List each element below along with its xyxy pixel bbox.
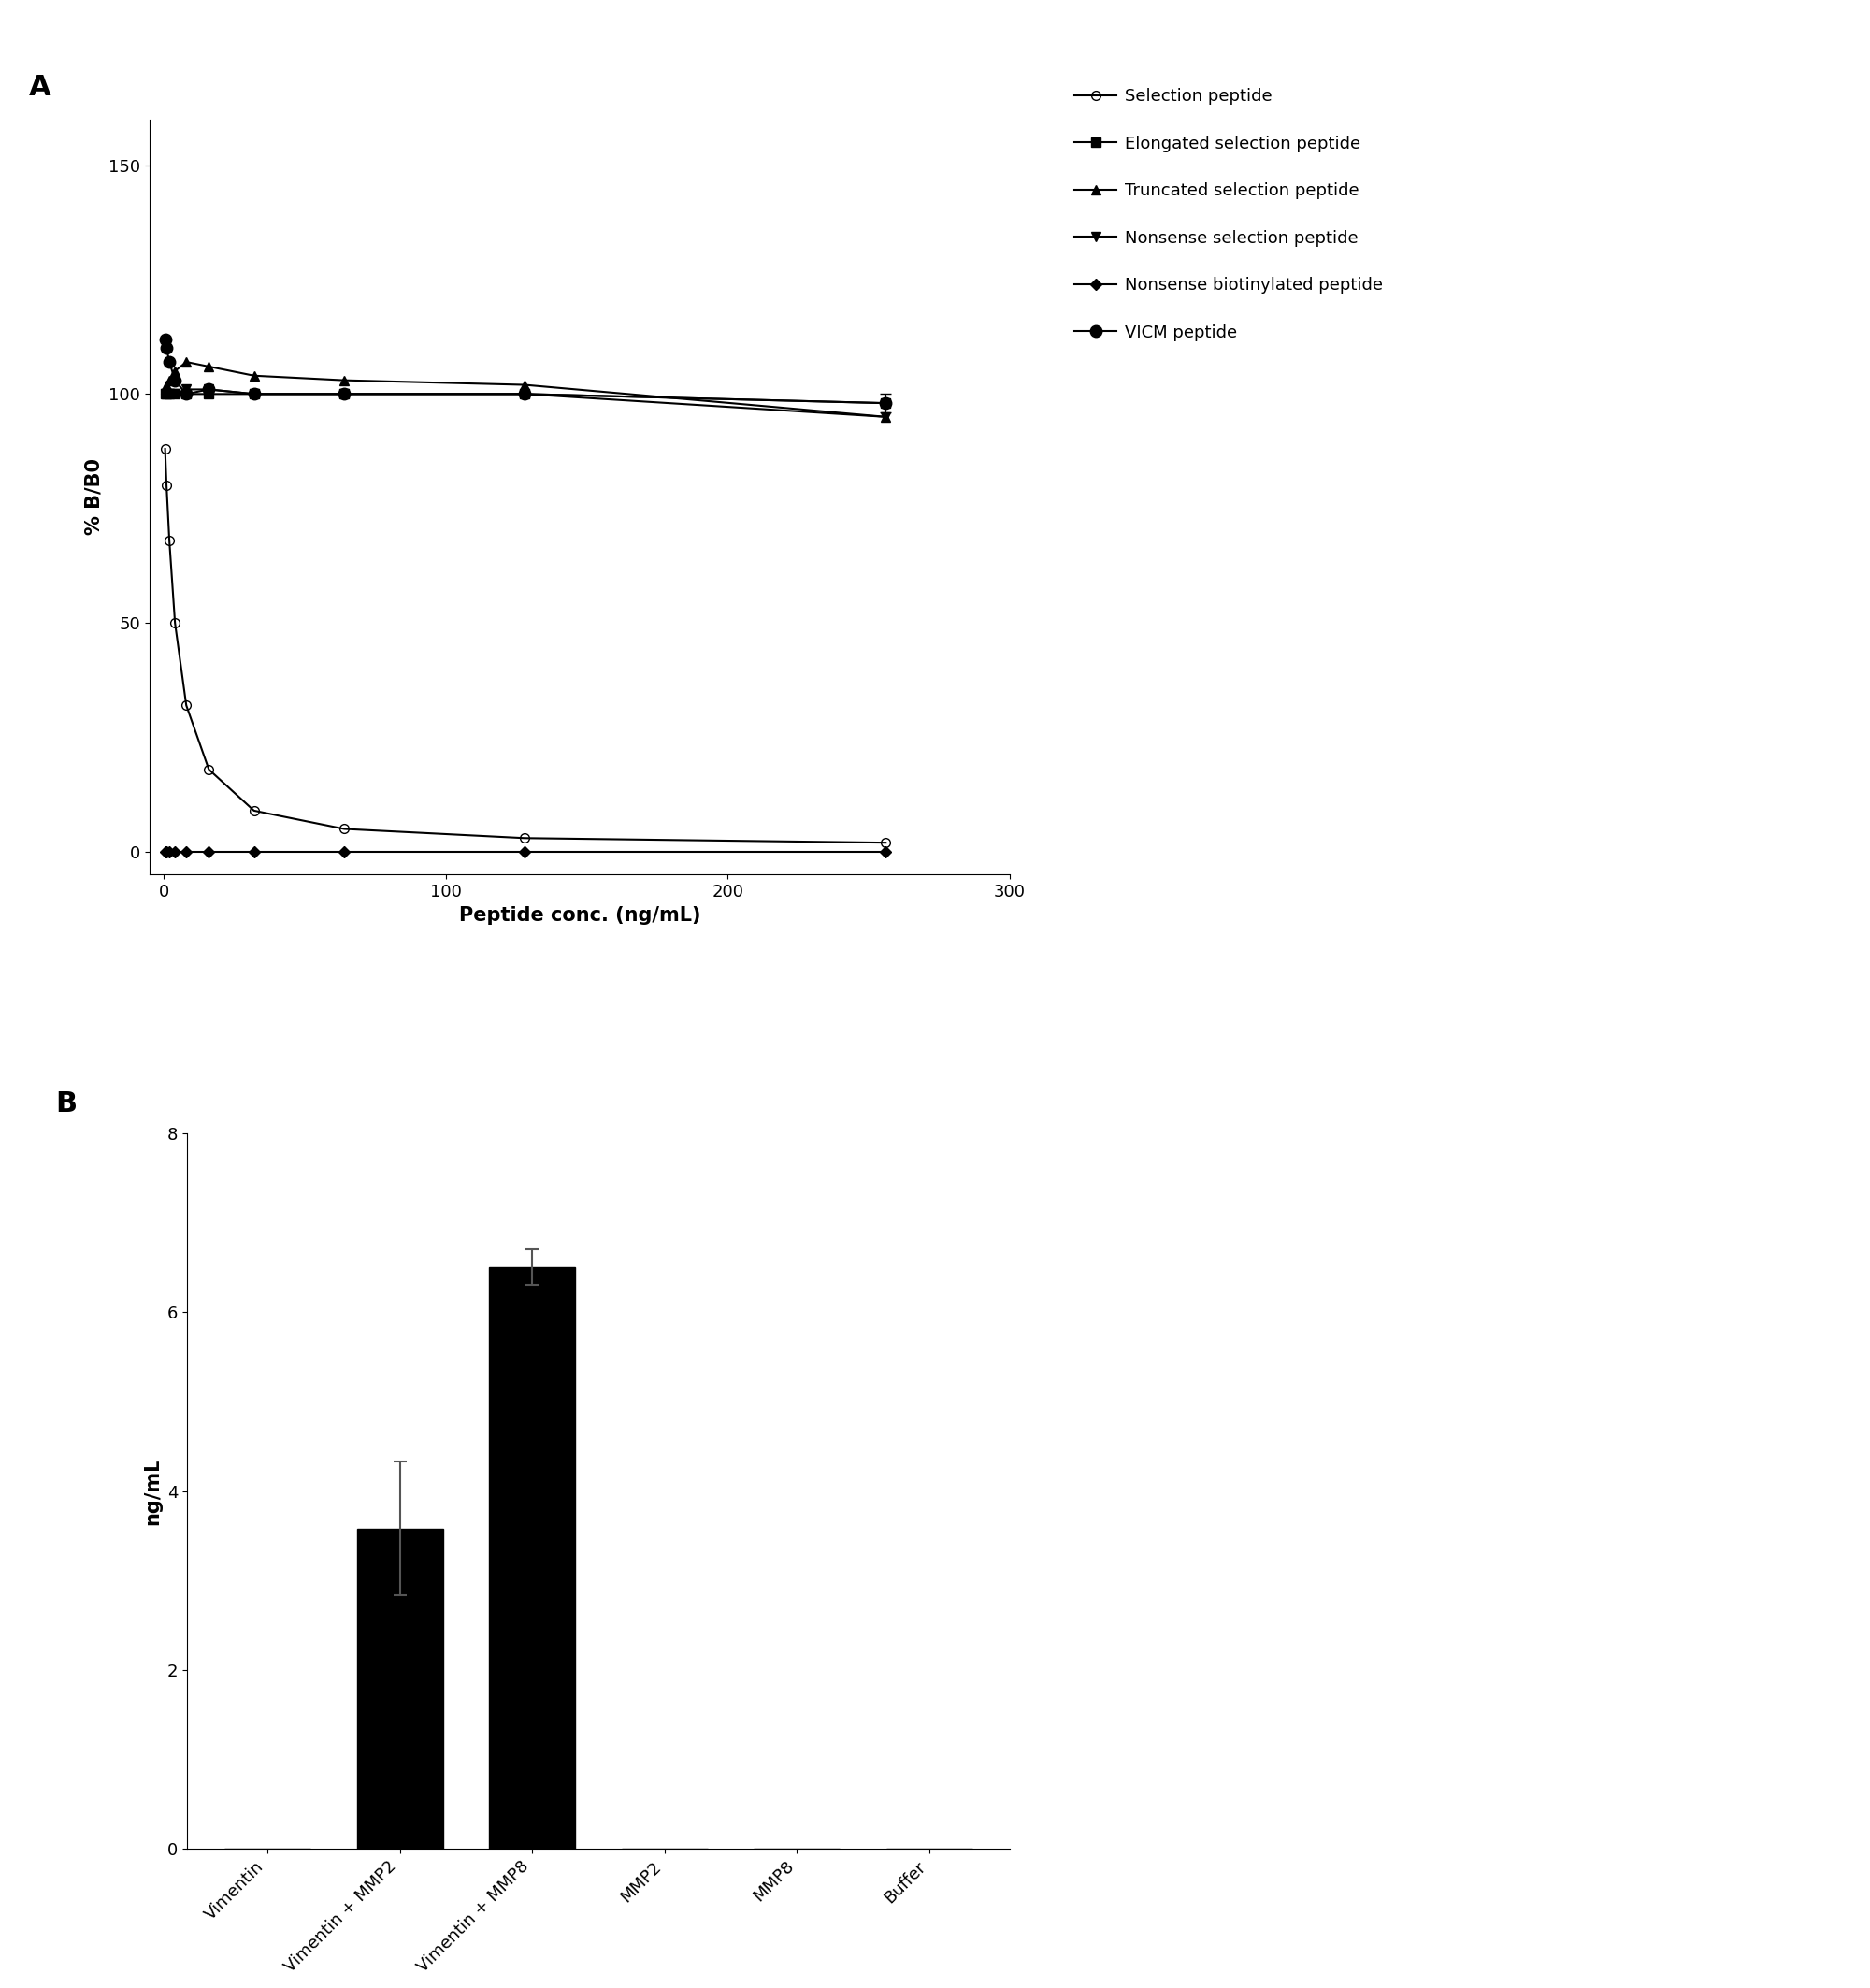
Bar [357,1529,443,1849]
X-axis label: Peptide conc. (ng/mL): Peptide conc. (ng/mL) [458,907,701,924]
Legend: Selection peptide, Elongated selection peptide, Truncated selection peptide, Non: Selection peptide, Elongated selection p… [1075,87,1384,340]
Text: B: B [56,1089,77,1117]
Bar [490,1268,576,1849]
Y-axis label: ng/mL: ng/mL [144,1457,163,1525]
Text: A: A [30,74,50,101]
Y-axis label: % B/B0: % B/B0 [84,459,103,535]
